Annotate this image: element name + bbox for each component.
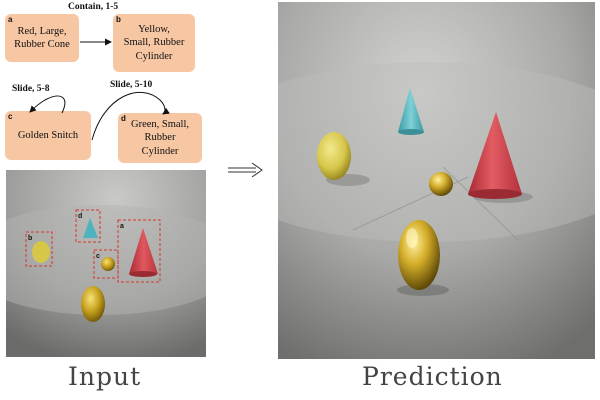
- node-c: c Golden Snitch: [5, 111, 91, 160]
- caption-input: Input: [68, 362, 142, 391]
- node-c-tag: c: [8, 112, 13, 121]
- node-b-tag: b: [116, 15, 121, 24]
- node-b-text: Yellow, Small, Rubber Cylinder: [123, 24, 185, 62]
- small-gold-object: [101, 257, 115, 271]
- bbox-c-tag: c: [96, 253, 100, 260]
- input-scene: a b c d: [6, 170, 206, 357]
- golden-egg: [81, 286, 105, 322]
- node-d-tag: d: [121, 114, 126, 123]
- bbox-a-tag: a: [120, 223, 124, 230]
- edge-label-slide-2: Slide, 5-10: [110, 80, 153, 90]
- cyan-cone: [398, 88, 424, 132]
- node-a-text: Red, Large, Rubber Cone: [14, 25, 70, 50]
- cyan-cone: [83, 218, 98, 238]
- small-gold-object: [429, 172, 453, 196]
- edge-label-contain: Contain, 1-5: [68, 2, 119, 12]
- node-d-text: Green, Small, Rubber Cylinder: [130, 119, 190, 157]
- bbox-d-tag: d: [78, 213, 82, 220]
- red-cone: [129, 228, 158, 274]
- bbox-d: [75, 209, 101, 243]
- yellow-object: [32, 241, 50, 263]
- red-cone: [468, 112, 522, 194]
- prediction-scene: [278, 2, 595, 359]
- node-a: a Red, Large, Rubber Cone: [5, 14, 79, 62]
- bbox-c: [93, 249, 119, 279]
- caption-prediction: Prediction: [362, 362, 503, 391]
- bbox-b: [25, 231, 53, 267]
- node-b: b Yellow, Small, Rubber Cylinder: [113, 14, 195, 72]
- node-c-text: Golden Snitch: [17, 129, 79, 141]
- edge-label-slide-1: Slide, 5-8: [12, 84, 50, 94]
- edge-arrow-slide-1: [29, 95, 66, 114]
- transition-arrow-icon: [228, 162, 263, 178]
- bbox-b-tag: b: [28, 235, 32, 242]
- golden-egg: [398, 220, 440, 290]
- edge-arrow-slide-2: [91, 91, 170, 141]
- node-a-tag: a: [8, 15, 13, 24]
- node-d: d Green, Small, Rubber Cylinder: [118, 113, 202, 163]
- yellow-object: [317, 132, 351, 180]
